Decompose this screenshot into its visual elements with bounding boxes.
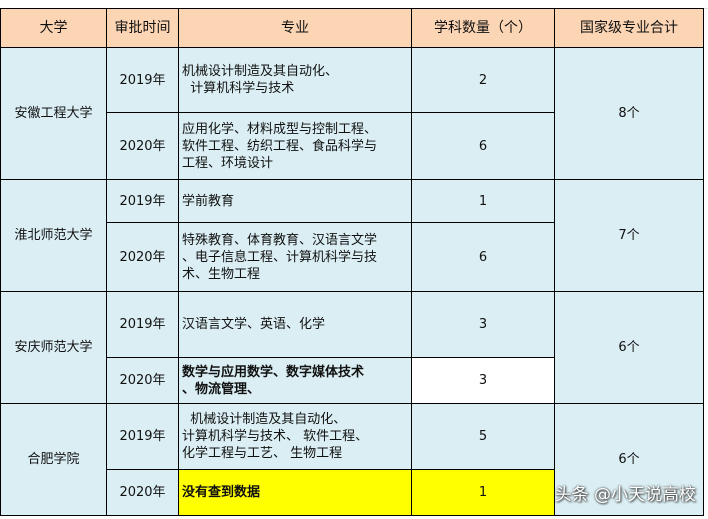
university-name: 安徽工程大学 [0,47,107,180]
majors-cell: 没有查到数据 [178,469,412,516]
major-line: 没有查到数据 [182,485,261,500]
header-approval-time: 审批时间 [106,8,179,48]
header-university: 大学 [0,8,107,48]
major-line: 化学工程与工艺、 生物工程 [182,446,343,461]
table-row: 安徽工程大学 2019年 机械设计制造及其自动化、 计算机科学与技术 2 8个 [0,47,704,180]
approval-year: 2020年 [106,357,179,404]
approval-year: 2019年 [106,291,179,358]
subject-count: 2 [411,47,555,113]
subject-count: 6 [411,222,555,292]
university-name: 合肥学院 [0,403,107,516]
majors-cell: 机械设计制造及其自动化、计算机科学与技术、 软件工程、 化学工程与工艺、 生物工程 [178,403,412,470]
header-row: 大学 审批时间 专业 学科数量（个） 国家级专业合计 [0,8,704,48]
table-row: 2020年 数学与应用数学、数字媒体技术 、物流管理、 3 [1,357,704,404]
approval-year: 2019年 [106,403,179,470]
table-row: 2020年 应用化学、材料成型与控制工程、 软件工程、纺织工程、食品科学与 工程、环境… [1,112,704,180]
approval-year: 2019年 [106,47,179,113]
major-line: 、物流管理、 [182,381,261,397]
major-line: 汉语言文学、英语、化学 [182,317,326,332]
major-line: 计算机科学与技术 [182,81,295,96]
major-line: 数学与应用数学、数字媒体技术 [182,364,365,380]
subject-count: 1 [411,179,555,223]
major-line: 软件工程、纺织工程、食品科学与 [182,138,378,154]
subject-count: 6 [411,112,555,180]
table-row: 2020年 没有查到数据 1 [1,469,704,516]
major-line: 工程、环境设计 [182,155,274,171]
national-total: 8个 [554,47,704,180]
approval-year: 2020年 [106,222,179,292]
university-majors-table: 大学 审批时间 专业 学科数量（个） 国家级专业合计 安徽工程大学 2019年 机械… [0,8,704,516]
university-name: 淮北师范大学 [0,179,107,292]
majors-cell: 学前教育 [178,179,412,223]
major-line: 特殊教育、体育教育、汉语言文学 [182,232,378,248]
watermark: 头条 @小天说高校 [554,485,696,505]
subject-count: 1 [411,469,555,516]
majors-cell: 应用化学、材料成型与控制工程、 软件工程、纺织工程、食品科学与 工程、环境设计 [178,112,412,180]
national-total: 6个 [554,403,704,516]
approval-year: 2020年 [106,112,179,180]
table-row: 安庆师范大学 2019年 汉语言文学、英语、化学 3 6个 [0,291,704,404]
national-total: 7个 [554,179,704,292]
major-line: 机械设计制造及其自动化、 [182,64,339,79]
header-count: 学科数量（个） [411,8,555,48]
table-row: 合肥学院 2019年 机械设计制造及其自动化、计算机科学与技术、 软件工程、 化学工… [0,403,704,516]
table-row: 淮北师范大学 2019年 学前教育 1 7个 [0,179,704,292]
major-line: 计算机科学与技术、 软件工程、 [182,429,369,444]
table-row: 2020年 特殊教育、体育教育、汉语言文学 、电子信息工程、计算机科学与技 术、生物工… [1,222,704,292]
header-national-total: 国家级专业合计 [554,8,704,48]
subject-count: 5 [411,403,555,470]
majors-cell: 特殊教育、体育教育、汉语言文学 、电子信息工程、计算机科学与技 术、生物工程 [178,222,412,292]
approval-year: 2019年 [106,179,179,223]
major-line: 术、生物工程 [182,266,261,282]
majors-cell: 汉语言文学、英语、化学 [178,291,412,358]
major-line: 应用化学、材料成型与控制工程、 [182,121,378,137]
header-major: 专业 [178,8,412,48]
subject-count: 3 [411,357,555,404]
university-name: 安庆师范大学 [0,291,107,404]
major-line: 机械设计制造及其自动化、 [182,412,347,427]
approval-year: 2020年 [106,469,179,516]
major-line: 、电子信息工程、计算机科学与技 [182,249,378,265]
major-line: 学前教育 [182,193,235,209]
national-total: 6个 [554,291,704,404]
majors-cell: 机械设计制造及其自动化、 计算机科学与技术 [178,47,412,113]
majors-cell: 数学与应用数学、数字媒体技术 、物流管理、 [178,357,412,404]
subject-count: 3 [411,291,555,358]
